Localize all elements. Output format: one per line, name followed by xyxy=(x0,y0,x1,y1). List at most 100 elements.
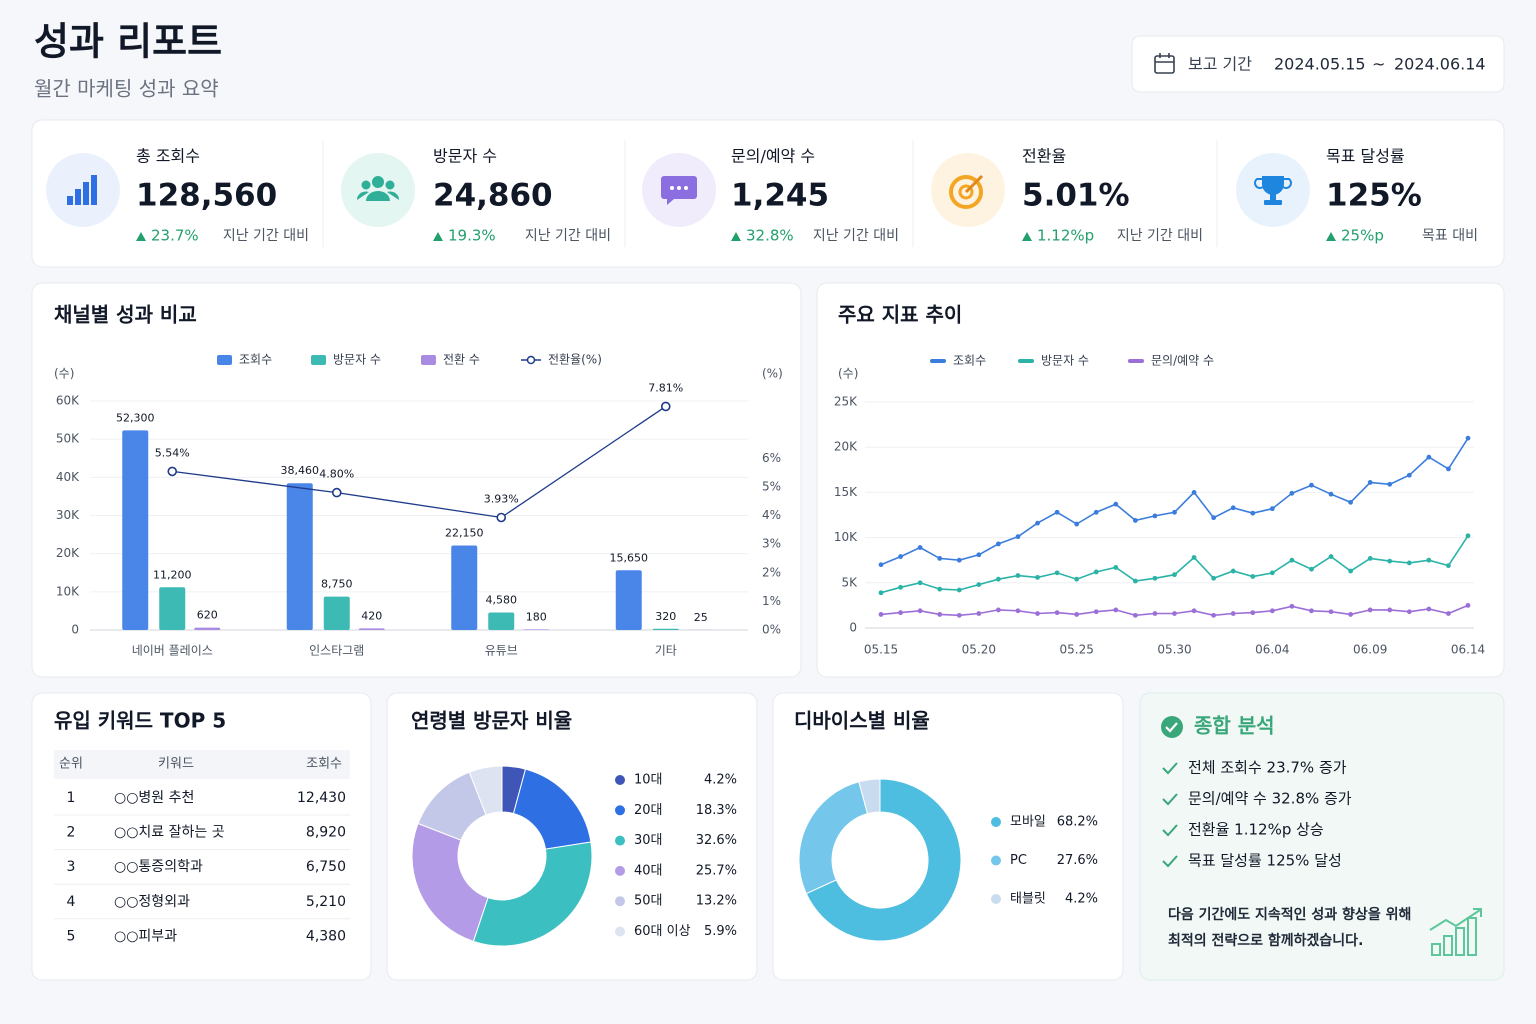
trend-point xyxy=(996,607,1001,613)
y-tick-label: 60K xyxy=(56,394,80,408)
kpi-value: 5.01% xyxy=(1022,178,1130,214)
trend-point xyxy=(1426,454,1432,460)
period-separator: ~ xyxy=(1372,55,1385,74)
x-tick-label: 기타 xyxy=(655,644,677,658)
legend-label: 방문자 수 xyxy=(333,353,381,367)
chart-title: 디바이스별 비율 xyxy=(794,709,930,733)
trend-point xyxy=(898,584,903,590)
trend-point xyxy=(1113,565,1119,570)
trend-point xyxy=(1387,481,1393,487)
pie-slice xyxy=(805,778,962,942)
data-label: 4.80% xyxy=(319,468,354,481)
bar xyxy=(286,483,313,630)
trend-point xyxy=(937,555,943,561)
trend-point xyxy=(1289,490,1295,496)
trend-point xyxy=(898,554,903,559)
legend-label: 50대 xyxy=(634,894,663,909)
y2-tick-label: 3% xyxy=(762,537,781,551)
x-tick-label: 06.04 xyxy=(1255,643,1289,657)
trend-point xyxy=(1289,557,1295,563)
trend-point xyxy=(1426,557,1432,563)
data-label: 38,460 xyxy=(281,464,320,477)
kpi-change: 23.7% xyxy=(151,227,199,245)
kpi-icon-visitors xyxy=(341,153,415,227)
trend-point xyxy=(1093,609,1099,615)
data-label: 3.93% xyxy=(484,493,519,506)
y2-tick-label: 0% xyxy=(762,623,781,637)
table-cell: 12,430 xyxy=(297,790,346,806)
kpi-compare: 목표 대비 xyxy=(1422,228,1478,244)
rate-point xyxy=(167,466,178,477)
y-tick-label: 25K xyxy=(834,395,858,409)
chart-title: 주요 지표 추이 xyxy=(838,303,962,327)
trend-point xyxy=(1015,608,1021,614)
trend-point xyxy=(1015,573,1021,578)
kpi-up-arrow xyxy=(731,232,741,241)
trend-point xyxy=(1172,509,1177,515)
period-box[interactable] xyxy=(1131,35,1505,93)
x-tick-label: 05.30 xyxy=(1157,643,1191,657)
y-tick-label: 50K xyxy=(56,432,80,446)
legend-label: 조회수 xyxy=(239,353,272,367)
legend-label: 모바일 xyxy=(1010,815,1046,830)
kpi-dividers xyxy=(322,140,1218,247)
legend-marker xyxy=(526,355,536,365)
legend-marker xyxy=(1018,359,1034,363)
y2-tick-label: 2% xyxy=(762,565,781,579)
kpi-icon-conversion xyxy=(931,153,1005,227)
trend-point xyxy=(1406,472,1412,478)
trend-point xyxy=(1152,513,1158,519)
trend-point xyxy=(1132,612,1138,618)
trend-point xyxy=(1250,610,1256,616)
trend-point xyxy=(1132,578,1138,584)
legend-marker xyxy=(615,835,625,846)
trend-point xyxy=(996,541,1001,547)
summary-item: 목표 달성률 125% 달성 xyxy=(1188,852,1342,870)
trend-point xyxy=(1269,570,1275,576)
table-cell: ○○피부과 xyxy=(114,928,177,944)
trend-point xyxy=(917,580,923,586)
kpi-label: 문의/예약 수 xyxy=(731,147,815,166)
trend-point xyxy=(917,545,923,550)
data-label: 22,150 xyxy=(445,526,484,539)
table-header: 순위 xyxy=(59,757,83,772)
trend-point xyxy=(976,582,982,588)
trend-point xyxy=(956,557,962,563)
y-tick-label: 10K xyxy=(834,530,858,544)
table-header: 조회수 xyxy=(306,757,342,772)
rate-point xyxy=(496,512,507,523)
trend-point xyxy=(1446,563,1451,569)
trend-point xyxy=(956,587,962,593)
legend-label: PC xyxy=(1010,853,1027,868)
legend-label: 10대 xyxy=(634,773,663,788)
kpi-up-arrow xyxy=(1326,232,1336,241)
trend-point xyxy=(937,586,943,592)
check-mark xyxy=(1162,855,1178,868)
summary-closing: 최적의 전략으로 함께하겠습니다. xyxy=(1168,932,1363,949)
trend-point xyxy=(1269,608,1275,614)
table-cell: 4,380 xyxy=(306,928,346,944)
legend-value: 13.2% xyxy=(696,894,737,909)
table-cell: 4 xyxy=(67,894,76,910)
summary-closing: 다음 기간에도 지속적인 성과 향상을 위해 xyxy=(1168,906,1411,923)
legend-marker xyxy=(615,775,625,785)
y-tick-label: 20K xyxy=(56,546,80,560)
calendar-icon xyxy=(1154,53,1175,74)
bar xyxy=(488,612,515,630)
y-tick-label: 15K xyxy=(834,485,858,499)
trend-point xyxy=(1328,554,1334,559)
x-tick-label: 유튜브 xyxy=(485,644,518,658)
legend-label: 전환율(%) xyxy=(548,353,602,367)
trend-point xyxy=(1348,499,1353,505)
legend-marker xyxy=(991,817,1001,827)
legend-value: 68.2% xyxy=(1057,815,1098,830)
legend-marker xyxy=(615,805,625,816)
bar xyxy=(358,628,385,630)
x-tick-label: 네이버 플레이스 xyxy=(132,644,213,658)
trend-point xyxy=(1191,608,1197,614)
trend-point xyxy=(1446,611,1451,616)
kpi-change: 19.3% xyxy=(448,227,496,245)
trend-point xyxy=(1191,490,1197,495)
trend-point xyxy=(1348,568,1353,574)
